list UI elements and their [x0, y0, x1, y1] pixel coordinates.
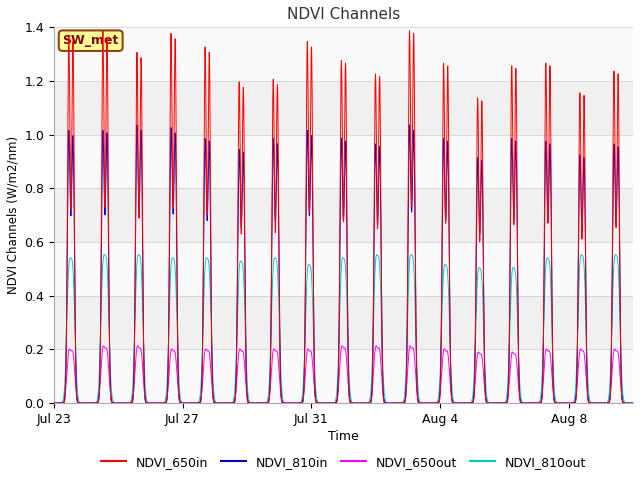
Bar — [54, 27, 633, 81]
NDVI_810in — [629, 400, 637, 406]
Bar — [54, 27, 633, 81]
NDVI_810out — [90, 400, 97, 406]
NDVI_810in — [480, 298, 488, 303]
NDVI_810in — [406, 122, 413, 128]
NDVI_810in — [399, 400, 406, 406]
NDVI_810in — [50, 400, 58, 406]
Legend: NDVI_650in, NDVI_810in, NDVI_650out, NDVI_810out: NDVI_650in, NDVI_810in, NDVI_650out, NDV… — [96, 451, 591, 474]
Bar — [54, 188, 633, 242]
NDVI_650out — [90, 400, 97, 406]
NDVI_650out — [189, 400, 197, 406]
NDVI_810out — [629, 400, 637, 406]
Bar — [54, 349, 633, 403]
NDVI_810in — [90, 400, 97, 406]
NDVI_650out — [272, 348, 280, 354]
NDVI_650out — [629, 400, 637, 406]
NDVI_650in — [90, 400, 97, 406]
Bar — [54, 135, 633, 188]
NDVI_810in — [189, 400, 197, 406]
NDVI_810out — [50, 400, 58, 406]
Title: NDVI Channels: NDVI Channels — [287, 7, 400, 22]
NDVI_650in — [189, 400, 197, 406]
NDVI_650in — [480, 297, 488, 303]
Bar — [54, 81, 633, 135]
Line: NDVI_810out: NDVI_810out — [54, 254, 633, 403]
NDVI_650out — [480, 373, 488, 379]
NDVI_650out — [50, 400, 58, 406]
Bar — [54, 296, 633, 349]
NDVI_650in — [50, 400, 58, 406]
Y-axis label: NDVI Channels (W/m2/nm): NDVI Channels (W/m2/nm) — [7, 136, 20, 294]
NDVI_810out — [272, 256, 280, 262]
Line: NDVI_650out: NDVI_650out — [54, 346, 633, 403]
Line: NDVI_650in: NDVI_650in — [54, 31, 633, 403]
X-axis label: Time: Time — [328, 430, 359, 443]
NDVI_650out — [100, 343, 108, 349]
NDVI_810in — [272, 213, 280, 219]
NDVI_650in — [629, 400, 637, 406]
NDVI_650in — [399, 400, 406, 406]
Bar — [54, 81, 633, 135]
NDVI_810out — [480, 325, 488, 331]
NDVI_650out — [364, 400, 372, 406]
NDVI_810out — [407, 252, 415, 257]
Bar — [54, 242, 633, 296]
NDVI_810out — [399, 400, 406, 406]
Bar — [54, 135, 633, 188]
Text: SW_met: SW_met — [63, 34, 119, 47]
NDVI_650in — [272, 219, 280, 225]
NDVI_650in — [364, 400, 372, 406]
Bar — [54, 188, 633, 242]
Bar — [54, 296, 633, 349]
NDVI_650in — [406, 28, 413, 34]
Line: NDVI_810in: NDVI_810in — [54, 125, 633, 403]
NDVI_810in — [364, 400, 372, 406]
NDVI_810out — [189, 400, 197, 406]
Bar — [54, 349, 633, 403]
Bar — [54, 242, 633, 296]
NDVI_650out — [399, 400, 406, 406]
NDVI_810out — [364, 400, 372, 406]
